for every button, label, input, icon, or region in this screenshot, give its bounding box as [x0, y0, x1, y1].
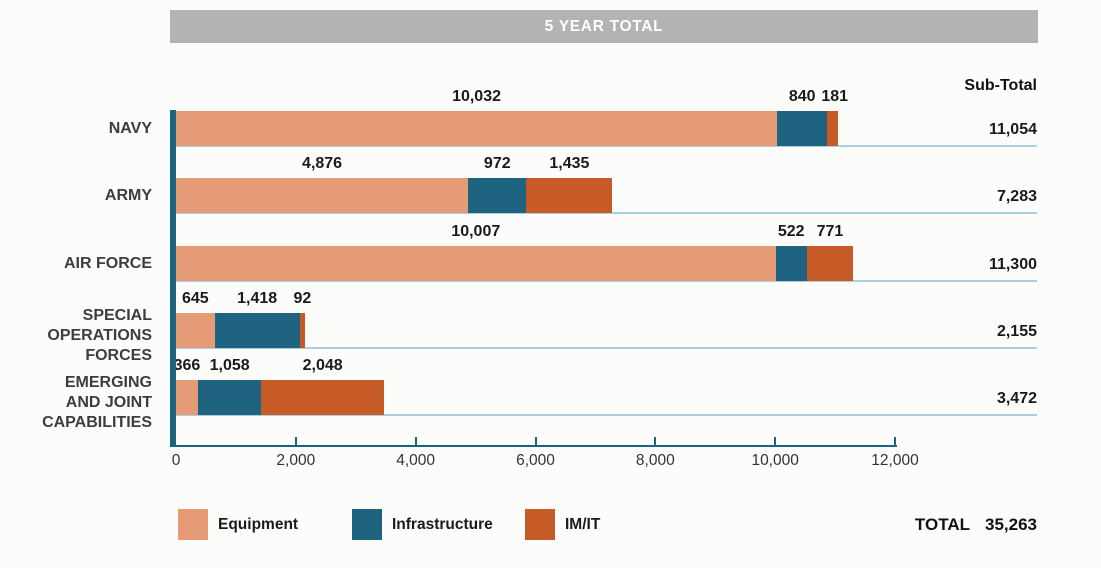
bar-segment-equipment: [176, 246, 776, 281]
grand-total: TOTAL 35,263: [915, 515, 1037, 535]
x-axis-tick-label: 12,000: [871, 452, 919, 469]
x-axis-tick-label: 8,000: [635, 452, 675, 469]
row-baseline: [176, 347, 1037, 349]
x-axis-tick: [894, 437, 896, 446]
legend-item-imit: IM/IT: [525, 509, 600, 540]
total-label: TOTAL: [914, 515, 970, 534]
segment-value-label: 4,876: [302, 155, 343, 172]
x-axis-tick-label: 6,000: [516, 452, 555, 469]
bar-segment-imit: [299, 313, 306, 348]
bar-segment-equipment: [176, 380, 198, 415]
segment-value-label: 92: [293, 290, 312, 307]
x-axis-tick: [414, 437, 417, 446]
category-label: AIR FORCE: [64, 254, 152, 272]
equipment-swatch-icon: [178, 509, 208, 540]
row-subtotal-value: 3,472: [996, 390, 1037, 407]
x-axis-tick-label: 2,000: [276, 452, 316, 469]
segment-value-label: 1,435: [549, 155, 590, 172]
x-axis-tick-label: 0: [171, 452, 181, 469]
legend-label: Infrastructure: [392, 515, 493, 533]
bar-segment-equipment: [176, 313, 215, 348]
segment-value-label: 972: [483, 155, 511, 172]
legend-label: Equipment: [218, 515, 299, 533]
x-axis-tick: [294, 437, 297, 446]
x-axis-tick-label: 4,000: [396, 452, 436, 469]
x-axis-tick-label: 10,000: [751, 452, 799, 469]
chart-title-bar: 5 YEAR TOTAL: [170, 10, 1038, 43]
total-value: 35,263: [985, 515, 1037, 534]
bar-segment-infrastructure: [197, 380, 262, 415]
segment-value-label: 771: [816, 223, 844, 240]
legend-label: IM/IT: [565, 515, 601, 533]
y-axis-line: [170, 110, 176, 447]
segment-value-label: 2,048: [302, 357, 343, 374]
x-axis-tick: [534, 437, 537, 446]
segment-value-label: 10,032: [452, 88, 501, 105]
bar-segment-imit: [806, 246, 854, 281]
segment-value-label: 840: [788, 88, 816, 105]
infrastructure-swatch-icon: [352, 509, 382, 540]
row-baseline: [176, 414, 1037, 416]
segment-value-label: 366: [173, 357, 201, 374]
category-label: SPECIAL OPERATIONS FORCES: [47, 306, 152, 364]
category-label: NAVY: [108, 119, 152, 137]
bar-segment-imit: [261, 380, 385, 415]
row-subtotal-value: 7,283: [996, 188, 1037, 205]
x-axis-tick: [774, 437, 777, 446]
bar-segment-infrastructure: [214, 313, 300, 348]
category-label: EMERGING AND JOINT CAPABILITIES: [42, 373, 152, 431]
chart-title: 5 YEAR TOTAL: [544, 17, 664, 35]
bar-segment-infrastructure: [777, 111, 828, 146]
row-subtotal-value: 2,155: [996, 323, 1037, 340]
segment-value-label: 1,058: [209, 357, 250, 374]
segment-value-label: 1,418: [237, 290, 278, 307]
segment-value-label: 645: [181, 290, 209, 307]
x-axis-tick: [654, 437, 657, 446]
segment-value-label: 181: [821, 88, 849, 105]
row-subtotal-value: 11,300: [988, 256, 1037, 273]
subtotal-column-header: Sub-Total: [964, 77, 1037, 94]
bar-segment-imit: [526, 178, 613, 213]
imit-swatch-icon: [525, 509, 555, 540]
bar-segment-imit: [827, 111, 839, 146]
x-axis-line: [170, 445, 897, 447]
bar-segment-equipment: [176, 178, 469, 213]
category-label: ARMY: [104, 186, 152, 204]
bar-segment-equipment: [176, 111, 778, 146]
bar-segment-infrastructure: [775, 246, 807, 281]
bar-segment-infrastructure: [468, 178, 527, 213]
segment-value-label: 10,007: [451, 223, 501, 240]
row-subtotal-value: 11,054: [988, 121, 1037, 138]
legend-item-infrastructure: Infrastructure: [352, 509, 493, 540]
legend-item-equipment: Equipment: [178, 509, 298, 540]
segment-value-label: 522: [777, 223, 805, 240]
